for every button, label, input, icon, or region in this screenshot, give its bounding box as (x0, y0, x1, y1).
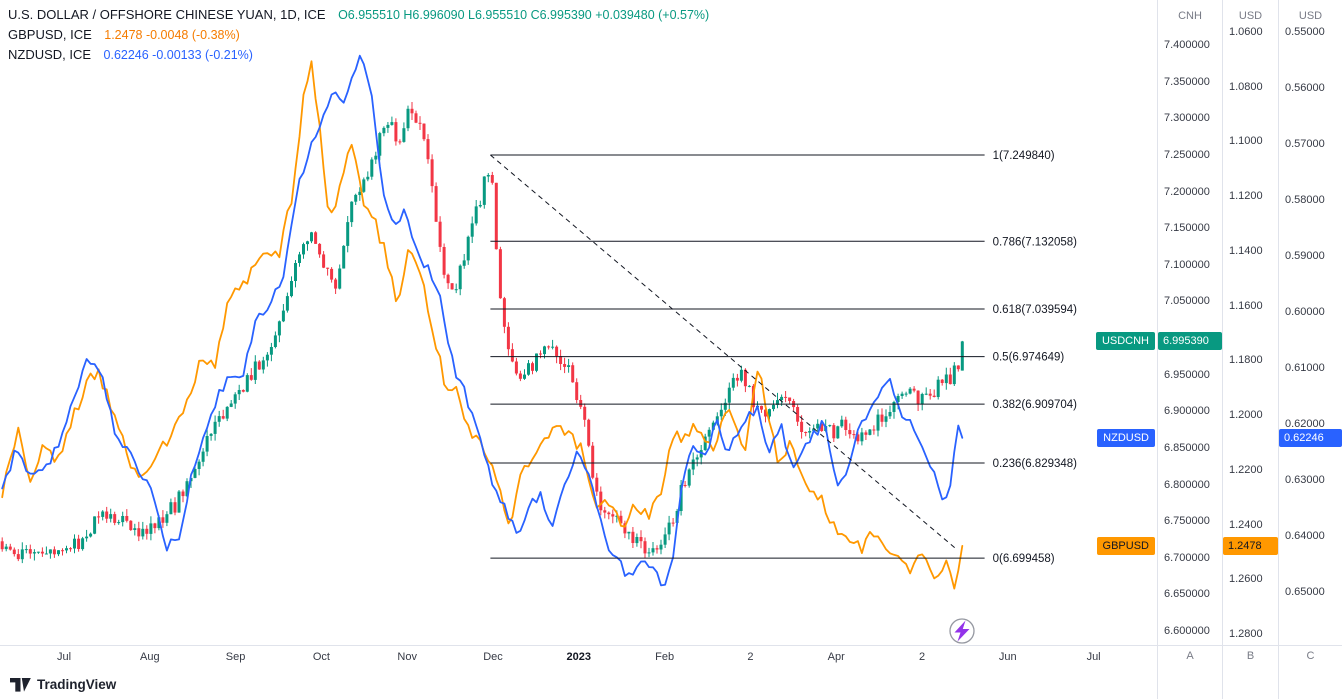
axis-tick-gbp: 1.1000 (1229, 135, 1263, 148)
axis-tick-gbp: 1.2600 (1229, 573, 1263, 586)
nzdusd-comparison-line[interactable] (1, 54, 964, 587)
fib-level-label: 0.5(6.974649) (993, 352, 1065, 364)
axis-tick-nzd: 0.59000 (1285, 250, 1325, 262)
main-chart-canvas[interactable]: 1(7.249840) 0.786(7.132058) 0.618(7.039594… (0, 0, 1157, 645)
axis-tick-gbp: 1.1200 (1229, 190, 1263, 203)
time-axis-label: 2023 (566, 651, 592, 663)
axis-tick-cnh: 6.850000 (1164, 441, 1210, 454)
axis-tick-nzd: 0.58000 (1285, 194, 1325, 206)
axis-tick-nzd: 0.64000 (1285, 530, 1325, 542)
axis-tick-gbp: 1.2200 (1229, 463, 1263, 476)
candlestick-series-usdcnh[interactable] (0, 102, 964, 564)
time-axis-separator (0, 645, 1342, 646)
axis-tick-nzd: 0.62000 (1285, 418, 1325, 430)
axis-tick-nzd: 0.63000 (1285, 474, 1325, 486)
fib-level-label: 0.786(7.132058) (993, 236, 1078, 248)
time-axis-label: 2 (747, 651, 754, 663)
axis-tick-cnh: 7.200000 (1164, 185, 1210, 198)
axis-separator-ab (1222, 0, 1223, 699)
axis-tick-nzd: 0.61000 (1285, 362, 1325, 374)
axis-tick-cnh: 7.050000 (1164, 295, 1210, 308)
legend-row-gbpusd[interactable]: GBPUSD, ICE 1.2478 -0.0048 (-0.38%) (8, 25, 709, 45)
fib-level-label: 0.618(7.039594) (993, 304, 1078, 316)
legend-quote-values-gbpusd: 1.2478 -0.0048 (-0.38%) (104, 28, 240, 42)
fib-retracement[interactable]: 1(7.249840) 0.786(7.132058) 0.618(7.039594… (490, 150, 1077, 565)
price-axis-nzdusd[interactable]: USD C 0.55000 0.56000 0.57000 0.58000 0.5900… (1279, 0, 1342, 699)
time-axis[interactable]: Jul Aug Sep Oct Nov Dec 2023 Feb 2 Apr 2 Jun Jul (0, 646, 1157, 672)
time-axis-label: 2 (918, 651, 926, 663)
axis-tick-gbp: 1.1600 (1229, 299, 1263, 312)
axis-tick-cnh: 7.250000 (1164, 148, 1210, 161)
legend-row-usdcnh[interactable]: U.S. DOLLAR / OFFSHORE CHINESE YUAN, 1D,… (8, 5, 709, 25)
time-axis-label: Oct (312, 651, 330, 663)
axis-currency-label-cnh: CNH (1178, 10, 1202, 22)
axis-currency-label-usd-nzd: USD (1298, 10, 1323, 22)
axis-tick-nzd: 0.55000 (1285, 26, 1325, 38)
series-name-label-gbpusd[interactable]: GBPUSD (1096, 536, 1155, 555)
axis-tick-gbp: 1.2800 (1229, 628, 1263, 640)
time-axis-label: Apr (827, 651, 845, 663)
series-name-label-usdcnh[interactable]: USDCNH (1095, 332, 1155, 351)
axis-tick-cnh: 7.100000 (1164, 258, 1210, 271)
fib-level-label: 0.382(6.909704) (993, 399, 1078, 411)
time-axis-label: Jul (56, 651, 72, 663)
axis-tick-cnh: 7.150000 (1164, 222, 1210, 235)
time-axis-label: Jul (1086, 651, 1101, 663)
time-axis-label: Feb (655, 651, 675, 663)
gbpusd-comparison-line[interactable] (1, 60, 964, 590)
axis-tick-cnh: 7.300000 (1164, 112, 1210, 125)
axis-tick-cnh: 6.900000 (1164, 405, 1210, 418)
tradingview-logo-icon (10, 677, 31, 692)
axis-tick-gbp: 1.1400 (1229, 244, 1263, 257)
axis-tick-cnh: 6.700000 (1164, 551, 1210, 564)
legend-symbol-title-gbpusd[interactable]: GBPUSD, ICE (8, 27, 92, 42)
axis-tick-nzd: 0.60000 (1285, 306, 1325, 318)
axis-separator-bc (1278, 0, 1279, 699)
time-axis-label: Sep (225, 651, 246, 663)
legend-quote-values-nzdusd: 0.62246 -0.00133 (-0.21%) (103, 48, 253, 62)
legend-symbol-title-nzdusd[interactable]: NZDUSD, ICE (8, 47, 92, 62)
time-axis-label: Aug (140, 651, 160, 663)
price-label-gbpusd[interactable]: 1.2478 (1223, 536, 1278, 555)
fib-level-label: 0(6.699458) (993, 553, 1055, 565)
price-axis-gbpusd[interactable]: USD B 1.0600 1.0800 1.1000 1.1200 1.1400 1.16… (1223, 0, 1278, 699)
axis-tick-cnh: 6.800000 (1164, 478, 1210, 491)
fib-level-label: 0.236(6.829348) (993, 458, 1078, 470)
axis-tick-nzd: 0.65000 (1285, 586, 1325, 598)
axis-tick-gbp: 1.2400 (1229, 518, 1263, 531)
time-axis-label: Nov (397, 651, 417, 663)
axis-scale-letter-c[interactable]: C (1306, 650, 1315, 662)
axis-scale-letter-a[interactable]: A (1186, 650, 1194, 662)
axis-tick-cnh: 6.650000 (1164, 588, 1210, 601)
flash-icon[interactable] (949, 618, 975, 644)
axis-tick-gbp: 1.0600 (1229, 26, 1263, 38)
axis-tick-nzd: 0.56000 (1285, 82, 1325, 94)
price-label-usdcnh[interactable]: 6.995390 (1158, 332, 1222, 351)
axis-scale-letter-b[interactable]: B (1246, 650, 1255, 662)
fib-level-label: 1(7.249840) (993, 150, 1055, 162)
tradingview-logo[interactable]: TradingView (10, 677, 116, 692)
axis-tick-gbp: 1.0800 (1229, 80, 1263, 93)
downtrend-line[interactable] (490, 154, 957, 550)
chart-legend: U.S. DOLLAR / OFFSHORE CHINESE YUAN, 1D,… (8, 5, 709, 65)
time-axis-label: Dec (483, 651, 503, 663)
legend-ohlc-values-usdcnh: O6.955510 H6.996090 L6.955510 C6.995390 … (338, 8, 710, 22)
axis-tick-cnh: 7.400000 (1164, 39, 1210, 51)
axis-tick-gbp: 1.1800 (1229, 354, 1263, 367)
time-axis-label: Jun (998, 651, 1017, 663)
axis-tick-gbp: 1.2000 (1229, 409, 1263, 422)
axis-tick-cnh: 6.600000 (1164, 625, 1210, 637)
axis-tick-cnh: 7.350000 (1164, 75, 1210, 88)
series-name-label-nzdusd[interactable]: NZDUSD (1097, 428, 1155, 447)
axis-tick-cnh: 6.750000 (1164, 515, 1210, 528)
pane-axis-separator (1157, 0, 1158, 699)
legend-symbol-title-usdcnh[interactable]: U.S. DOLLAR / OFFSHORE CHINESE YUAN, 1D,… (8, 7, 326, 22)
axis-tick-nzd: 0.57000 (1285, 138, 1325, 150)
axis-tick-cnh: 6.950000 (1164, 368, 1210, 381)
legend-row-nzdusd[interactable]: NZDUSD, ICE 0.62246 -0.00133 (-0.21%) (8, 45, 709, 65)
tradingview-logo-text: TradingView (37, 677, 117, 692)
axis-currency-label-usd-gbp: USD (1238, 10, 1263, 22)
price-label-nzdusd[interactable]: 0.62246 (1279, 428, 1342, 447)
